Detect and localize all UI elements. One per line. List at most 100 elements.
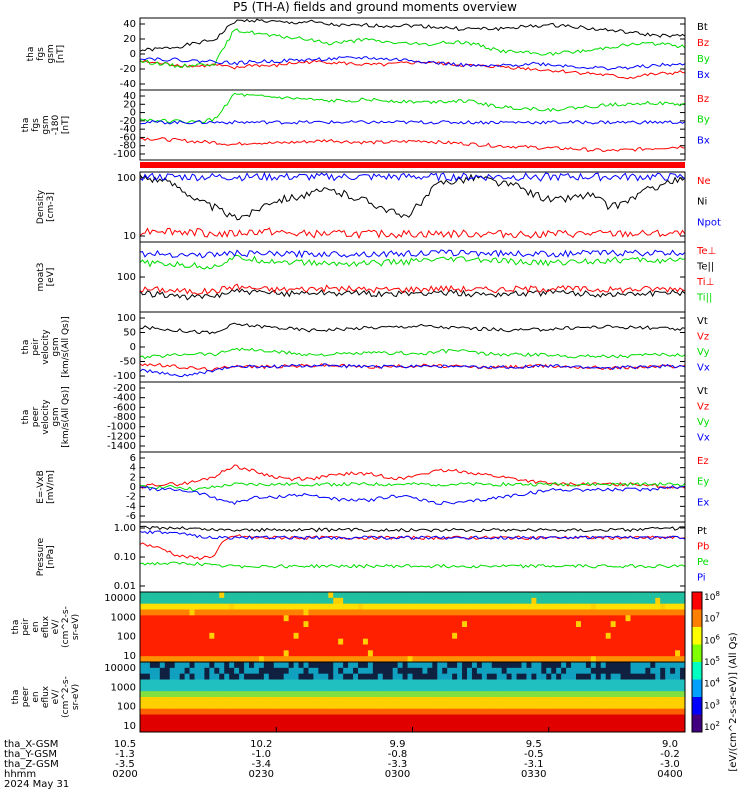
heatmap-cell [610, 708, 617, 715]
heatmap-cell [462, 673, 468, 680]
heatmap-cell [580, 702, 587, 710]
panel-frame [139, 311, 686, 383]
heatmap-cell [293, 697, 300, 704]
heatmap-cell [253, 592, 260, 599]
legend-Ez: Ez [697, 456, 709, 467]
heatmap-cell [353, 592, 359, 599]
series-line-Ti⊥ [139, 254, 686, 270]
heatmap-cell [273, 720, 280, 727]
heatmap-cell [377, 627, 384, 634]
heatmap-cell [496, 662, 503, 669]
heatmap-cell [640, 708, 646, 715]
heatmap-cell [620, 691, 627, 698]
heatmap-cell [367, 726, 374, 733]
heatmap-cell [645, 615, 651, 622]
heatmap-cell [630, 638, 636, 645]
heatmap-cell [179, 650, 186, 657]
heatmap-cell [576, 597, 582, 605]
heatmap-cell [422, 656, 428, 663]
heatmap-cell [382, 627, 389, 634]
heatmap-cell [358, 667, 364, 675]
heatmap-cell [278, 627, 285, 634]
heatmap-cell [471, 632, 478, 640]
heatmap-cell [402, 632, 409, 640]
colorbar-swatch [692, 697, 702, 715]
legend-Vx: Vx [697, 433, 710, 444]
heatmap-cell [516, 679, 522, 686]
heatmap-cell [481, 726, 488, 733]
heatmap-cell [362, 609, 369, 616]
heatmap-cell [571, 650, 577, 657]
heatmap-cell [526, 691, 532, 698]
heatmap-cell [169, 615, 176, 622]
heatmap-cell [328, 627, 334, 634]
legend-Bz: Bz [697, 94, 709, 105]
heatmap-cell [620, 673, 627, 680]
heatmap-cell [427, 603, 433, 610]
heatmap-cell [665, 632, 671, 640]
heatmap-cell [670, 656, 676, 663]
heatmap-cell [571, 708, 577, 715]
heatmap-cell [476, 597, 483, 605]
heatmap-cell [635, 592, 641, 599]
x-row-value: 9.5 [526, 739, 542, 750]
heatmap-cell [660, 667, 666, 675]
heatmap-cell [323, 685, 329, 692]
heatmap-cell [179, 702, 186, 710]
heatmap-cell [501, 656, 508, 663]
heatmap-cell [561, 691, 567, 698]
heatmap-cell [348, 597, 354, 605]
heatmap-cell [402, 597, 409, 605]
heatmap-cell [566, 632, 572, 640]
heatmap-cell [263, 673, 270, 680]
heatmap-cell [521, 650, 527, 657]
heatmap-cell [665, 679, 671, 686]
heatmap-cell [199, 621, 205, 628]
heatmap-cell [536, 603, 542, 610]
heatmap-cell [630, 726, 636, 733]
heatmap-cell [665, 627, 671, 634]
heatmap-cell [625, 638, 631, 645]
heatmap-cell [501, 708, 508, 715]
heatmap-cell [308, 609, 314, 616]
x-row-value: -3.4 [251, 759, 271, 770]
heatmap-cell [392, 673, 399, 680]
heatmap-cell [432, 726, 438, 733]
heatmap-cell [531, 708, 537, 715]
heatmap-cell [358, 632, 364, 640]
heatmap-cell [571, 685, 577, 692]
heatmap-cell [595, 650, 602, 657]
heatmap-cell [219, 702, 225, 710]
heatmap-cell [536, 679, 542, 686]
heatmap-cell [328, 632, 334, 640]
heatmap-cell [308, 632, 314, 640]
heatmap-cell [625, 708, 631, 715]
heatmap-cell [427, 708, 433, 715]
heatmap-cell [506, 615, 513, 622]
x-row-value: 10.5 [114, 739, 136, 750]
heatmap-cell [194, 726, 200, 733]
heatmap-cell [189, 609, 195, 616]
heatmap-cell [675, 697, 681, 704]
heatmap-cell [501, 673, 508, 680]
heatmap-cell [625, 702, 631, 710]
heatmap-cell [402, 603, 409, 610]
heatmap-cell [635, 650, 641, 657]
heatmap-cell [605, 691, 612, 698]
heatmap-cell [333, 650, 339, 657]
heatmap-cell [521, 638, 527, 645]
heatmap-cell [169, 714, 176, 721]
heatmap-cell [283, 656, 290, 663]
heatmap-cell [585, 650, 592, 657]
heatmap-cell [536, 650, 542, 657]
heatmap-cell [288, 679, 295, 686]
heatmap-cell [571, 603, 577, 610]
heatmap-cell [546, 673, 552, 680]
heatmap-cell [447, 667, 453, 675]
heatmap-cell [407, 720, 413, 727]
y-tick-label: -4 [126, 501, 136, 512]
heatmap-cell [546, 656, 552, 663]
heatmap-cell [392, 592, 399, 599]
y-tick-label: -1400 [107, 441, 136, 452]
y-tick-label: -20 [120, 116, 136, 127]
